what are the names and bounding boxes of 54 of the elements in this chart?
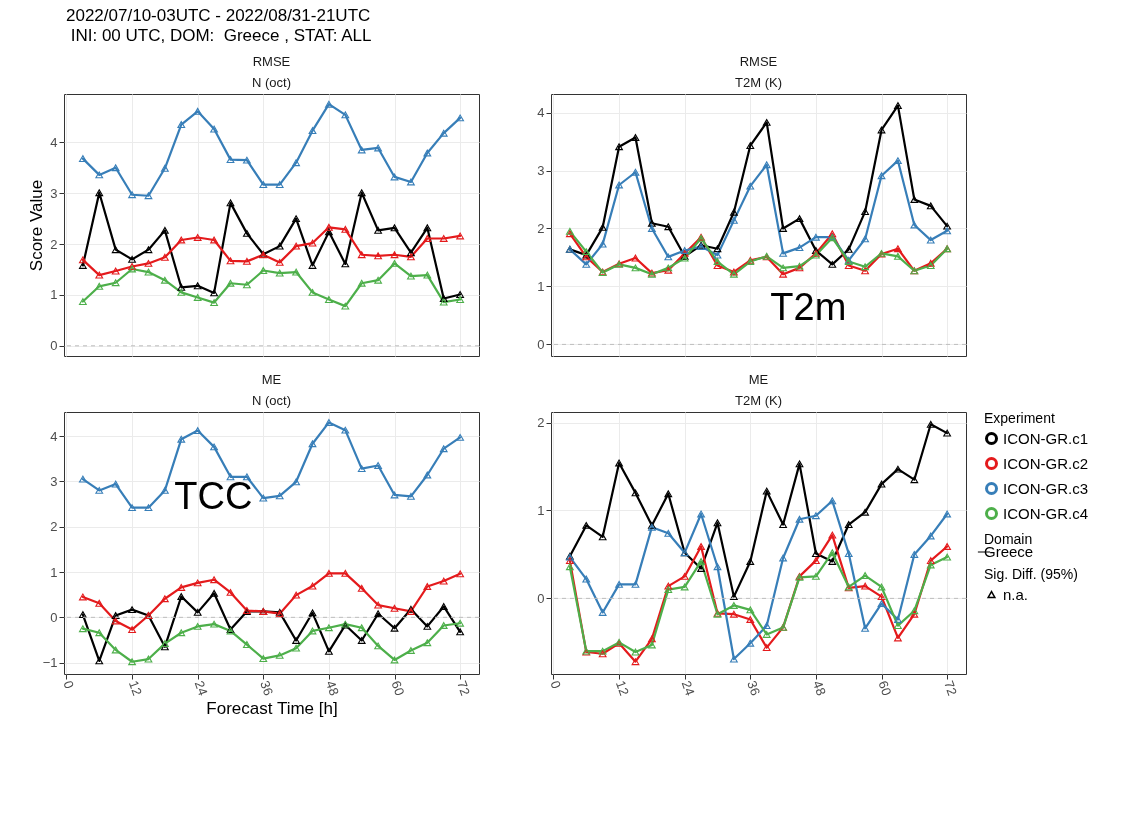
legend-label: ICON-GR.c3 bbox=[1003, 479, 1089, 497]
y-tick-label: 4 bbox=[50, 134, 58, 150]
y-tick-label: 3 bbox=[50, 185, 58, 201]
x-tick-label: 12 bbox=[613, 678, 633, 698]
y-tick-label: 1 bbox=[50, 287, 58, 303]
x-tick-label: 12 bbox=[126, 678, 146, 698]
x-tick-label: 36 bbox=[257, 678, 277, 698]
text: n.a. bbox=[1003, 585, 1029, 603]
chart-subtitle: T2M (K) bbox=[735, 75, 782, 90]
chart-subtitle: N (oct) bbox=[252, 393, 291, 408]
x-tick-label: 60 bbox=[875, 678, 895, 698]
x-tick-label: 0 bbox=[547, 678, 564, 691]
chart-title: ME bbox=[261, 372, 282, 387]
chart-subtitle: N (oct) bbox=[252, 75, 291, 90]
annotation: T2m bbox=[770, 285, 847, 328]
y-tick-label: 2 bbox=[50, 519, 58, 535]
x-tick-label: 72 bbox=[454, 678, 474, 698]
y-tick-label: 2 bbox=[50, 236, 58, 252]
y-tick-label: 2 bbox=[537, 415, 545, 431]
legend-title: Experiment bbox=[984, 410, 1055, 426]
y-tick-label: 2 bbox=[537, 220, 545, 236]
y-tick-label: 0 bbox=[537, 590, 545, 606]
y-tick-label: 1 bbox=[50, 564, 58, 580]
x-tick-label: 24 bbox=[191, 678, 211, 698]
y-tick-label: 4 bbox=[537, 105, 545, 121]
annotation: TCC bbox=[174, 475, 253, 518]
legend-label: ICON-GR.c4 bbox=[1003, 504, 1089, 522]
x-axis-title: Forecast Time [h] bbox=[206, 699, 338, 719]
x-tick-label: 60 bbox=[388, 678, 408, 698]
x-tick-label: 0 bbox=[60, 678, 77, 691]
chart-title: ME bbox=[748, 372, 769, 387]
chart-title: RMSE bbox=[739, 54, 778, 69]
y-tick-label: −1 bbox=[42, 655, 58, 671]
x-tick-label: 72 bbox=[941, 678, 961, 698]
y-tick-label: 0 bbox=[50, 609, 58, 625]
y-tick-label: 0 bbox=[537, 336, 545, 352]
legend-label: ICON-GR.c1 bbox=[1003, 429, 1089, 447]
chart-title: RMSE bbox=[252, 54, 291, 69]
text: Sig. Diff. (95%) bbox=[984, 566, 1078, 582]
text: INI: 00 UTC, DOM: Greece , STAT: ALL bbox=[70, 26, 372, 45]
x-tick-label: 48 bbox=[322, 678, 342, 698]
y-tick-label: 1 bbox=[537, 502, 545, 518]
y-tick-label: 0 bbox=[50, 338, 58, 354]
text: 2022/07/10-03UTC - 2022/08/31-21UTC bbox=[66, 6, 371, 25]
x-tick-label: 24 bbox=[678, 678, 698, 698]
chart-subtitle: T2M (K) bbox=[735, 393, 782, 408]
y-tick-label: 3 bbox=[537, 163, 545, 179]
x-tick-label: 48 bbox=[809, 678, 829, 698]
legend-label: ICON-GR.c2 bbox=[1003, 454, 1089, 472]
x-tick-label: 36 bbox=[744, 678, 764, 698]
y-tick-label: 4 bbox=[50, 428, 58, 444]
y-axis-title: Score Value bbox=[27, 179, 47, 272]
y-tick-label: 1 bbox=[537, 278, 545, 294]
y-tick-label: 3 bbox=[50, 473, 58, 489]
